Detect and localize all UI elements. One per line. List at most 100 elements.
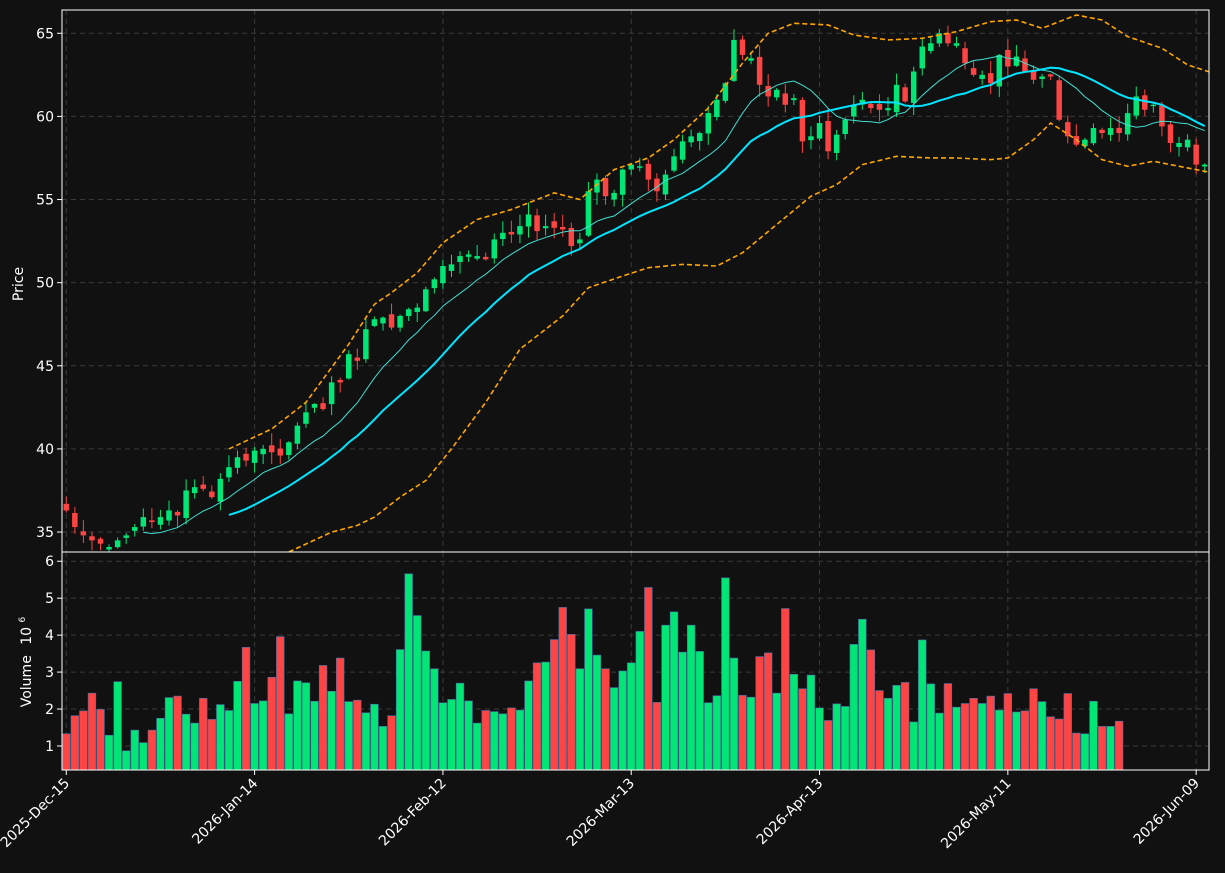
volume-bar (276, 636, 285, 771)
candle-body (1030, 70, 1037, 80)
volume-bar (746, 696, 756, 771)
candle-body (1065, 122, 1071, 137)
candle-body (1201, 164, 1208, 167)
candle-body (114, 540, 121, 548)
volume-bar (404, 573, 413, 771)
volume-bar (70, 715, 79, 771)
candle-body (688, 136, 694, 143)
candle-body (89, 536, 95, 541)
candle-body (962, 48, 968, 64)
bollinger-lower-band (288, 122, 1209, 552)
volume-bar (293, 680, 302, 771)
candle-body (140, 517, 147, 527)
volume-bar (601, 668, 610, 771)
candle-body (260, 448, 266, 455)
volume-bar (87, 692, 97, 771)
candle-body (482, 256, 489, 260)
volume-bar (943, 683, 953, 771)
candle-body (731, 39, 737, 81)
volume-bar (969, 698, 978, 771)
volume-axis-label-text: Volume (19, 655, 35, 707)
candle-body (1184, 139, 1191, 148)
volume-bar (584, 608, 593, 771)
price-tick-label: 50 (36, 276, 54, 292)
volume-bar (1020, 710, 1030, 771)
volume-bar (721, 577, 730, 771)
candle-body (72, 512, 78, 528)
volume-bar (926, 683, 935, 771)
volume-bar (1003, 693, 1012, 771)
volume-bar (678, 651, 687, 771)
candle-body (491, 239, 498, 259)
candle-body (311, 404, 318, 408)
price-panel (62, 10, 1209, 552)
candle-body (517, 226, 523, 235)
candle-body (1193, 144, 1199, 165)
candle-body (508, 231, 515, 235)
price-tick-label: 55 (36, 193, 54, 209)
candle-body (251, 450, 258, 463)
volume-bar (592, 654, 602, 771)
candle-body (816, 123, 823, 139)
candle-body (1022, 58, 1028, 72)
price-tick-label: 65 (36, 26, 54, 42)
volume-bar (652, 702, 662, 771)
volume-tick-label: 5 (45, 591, 54, 607)
candle-body (928, 43, 934, 52)
candle-body (363, 329, 369, 360)
candle-body (1056, 80, 1062, 120)
candle-body (1176, 143, 1182, 147)
volume-bar (1012, 711, 1021, 771)
candle-body (859, 99, 866, 105)
volume-tick-label: 4 (45, 628, 54, 644)
volume-bar (472, 722, 482, 771)
candle-body (953, 43, 960, 46)
candle-body (440, 266, 446, 284)
candle-body (619, 169, 626, 195)
candle-body (1116, 127, 1122, 134)
volume-bar (284, 713, 293, 771)
candle-body (936, 33, 943, 44)
volume-bar (507, 707, 516, 771)
volume-bar (781, 608, 790, 771)
candle-body (457, 256, 463, 262)
volume-bar (147, 729, 157, 771)
volume-panel-frame (61, 551, 1210, 771)
candle-body (1167, 124, 1174, 144)
candle-body (1107, 128, 1114, 135)
volume-bar (241, 647, 251, 771)
bollinger-upper-band (228, 14, 1209, 450)
candle-body (209, 491, 215, 498)
volume-tick-label: 1 (45, 739, 54, 755)
candle-body (876, 103, 883, 110)
candle-body (380, 317, 386, 324)
candle-body (1039, 76, 1045, 79)
candle-body (679, 141, 686, 160)
candle-body (594, 179, 600, 193)
candle-body (157, 517, 164, 525)
volume-bar (669, 611, 679, 771)
candle-body (63, 503, 70, 511)
candle-body (1082, 139, 1088, 147)
candle-body (893, 84, 900, 113)
candle-body (277, 448, 284, 456)
candle-body (1013, 56, 1020, 66)
volume-bar (1114, 720, 1124, 771)
volume-bar (130, 729, 139, 771)
volume-bar (353, 699, 362, 771)
candle-body (174, 511, 181, 516)
volume-bar (79, 710, 88, 771)
candle-body (970, 68, 977, 75)
volume-axis-exponent-base: 10 (19, 627, 35, 645)
volume-bar (892, 685, 901, 771)
candle-body (645, 163, 652, 180)
volume-bar (738, 695, 747, 771)
volume-tick-label: 6 (45, 554, 54, 570)
candle-body (842, 119, 848, 135)
volume-bar (344, 701, 353, 771)
candle-body (748, 58, 754, 61)
candle-body (405, 309, 412, 317)
candle-body (166, 510, 172, 521)
volume-bar (336, 657, 345, 771)
candle-body (525, 214, 532, 227)
